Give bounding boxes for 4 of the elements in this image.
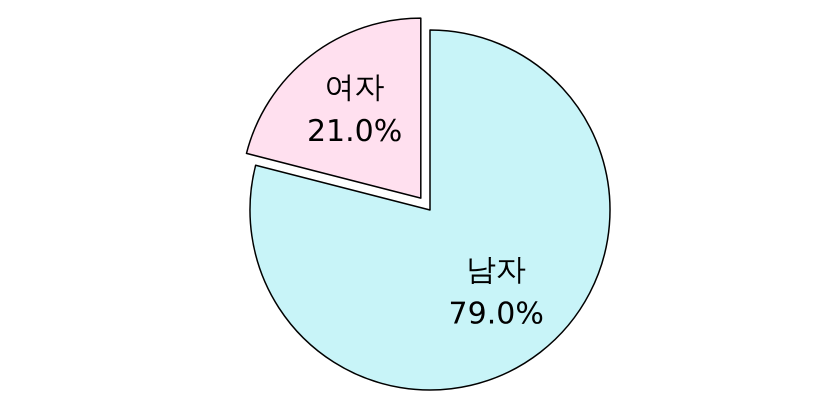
- data-label: 21.0%: [306, 114, 402, 149]
- data-label: 79.0%: [448, 296, 544, 332]
- slice-label: 여자: [324, 70, 385, 105]
- slice-label: 남자: [466, 252, 526, 288]
